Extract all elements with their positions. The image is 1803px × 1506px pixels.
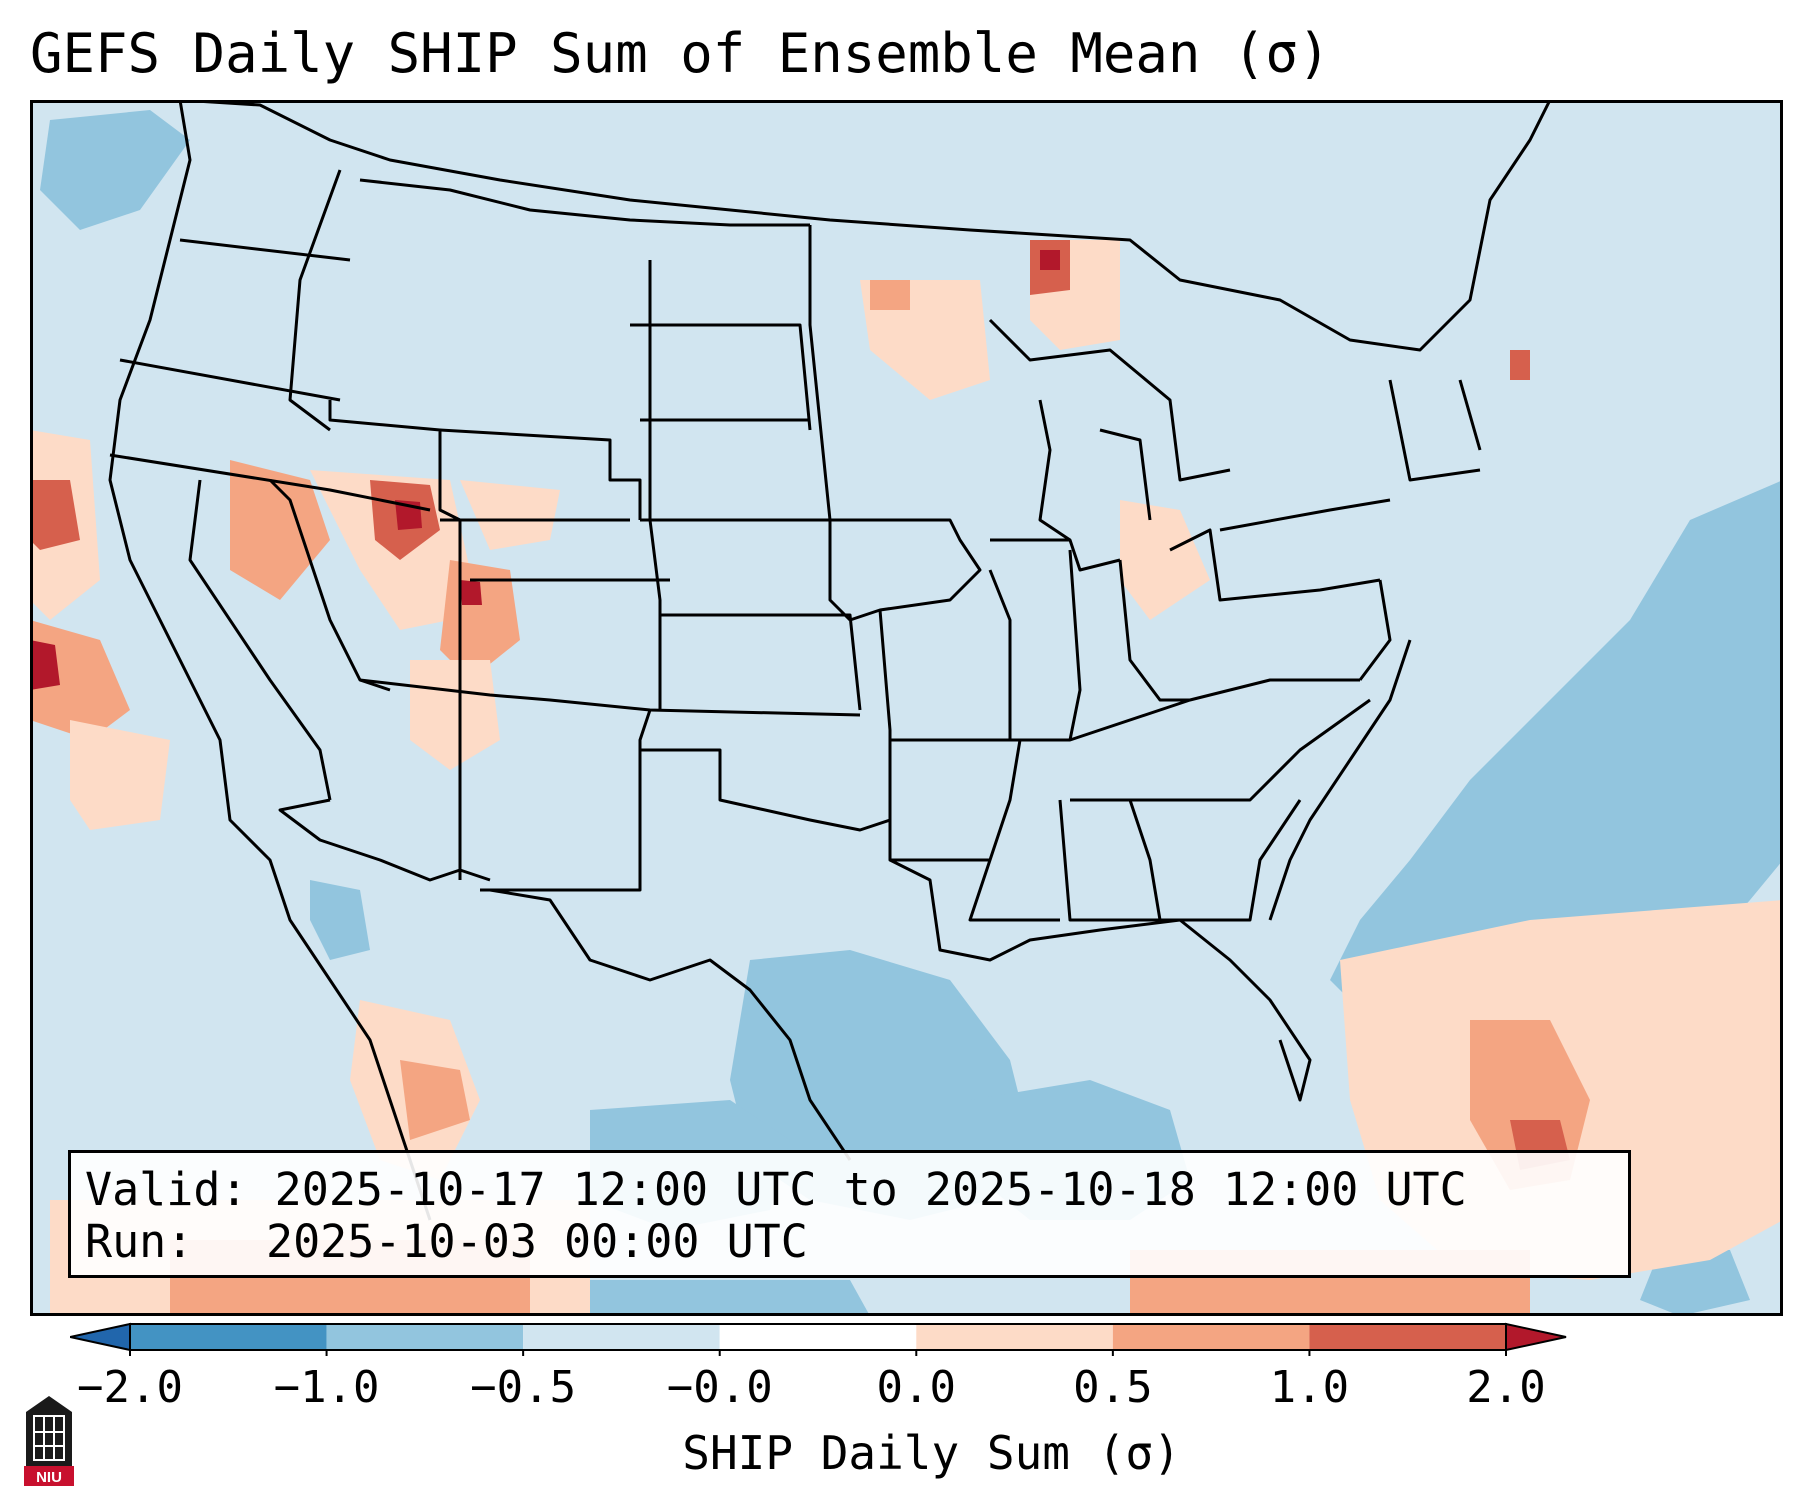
logo-text: NIU [36,1469,62,1486]
colorbar-tick-label: −0.0 [666,1362,773,1413]
colorbar-tick-label: 0.0 [876,1362,957,1413]
niu-logo: NIU [24,1396,74,1486]
political-boundaries [108,100,1552,1221]
run-value: 2025-10-03 00:00 UTC [266,1215,808,1268]
colorbar [70,1322,1567,1356]
validity-info-box: Valid: 2025-10-17 12:00 UTC to 2025-10-1… [68,1150,1631,1278]
colorbar-segment [719,1324,917,1350]
valid-line: Valid: 2025-10-17 12:00 UTC to 2025-10-1… [85,1163,1467,1216]
colorbar-extend-high [1505,1322,1567,1352]
run-label: Run: [85,1215,194,1268]
colorbar-extend-low [70,1322,131,1352]
run-line: Run: 2025-10-03 00:00 UTC [85,1215,808,1268]
valid-value: 2025-10-17 12:00 UTC to 2025-10-18 12:00… [274,1163,1467,1216]
colorbar-tick-label: −0.5 [470,1362,577,1413]
colorbar-tick-label: 2.0 [1466,1362,1546,1413]
map-frame [30,100,1783,1316]
colorbar-segment [326,1324,524,1350]
colorbar-tick-label: 1.0 [1269,1362,1350,1413]
colorbar-tick-label: −2.0 [77,1362,183,1413]
colorbar-segment [523,1324,720,1350]
positive-anomaly-areas [30,240,1783,1316]
colorbar-segment [130,1324,327,1350]
map-canvas [30,100,1783,1316]
map-panel [30,100,1783,1316]
colorbar-tick-label: 0.5 [1073,1362,1153,1413]
colorbar-segment [1309,1324,1506,1350]
colorbar-frame [129,1323,1507,1351]
colorbar-label: SHIP Daily Sum (σ) [682,1426,1181,1480]
colorbar-segment [916,1324,1113,1350]
colorbar-segment [1112,1324,1310,1350]
colorbar-tick-label: −1.0 [273,1362,380,1413]
valid-label: Valid: [85,1163,248,1216]
map-title: GEFS Daily SHIP Sum of Ensemble Mean (σ) [30,22,1331,85]
